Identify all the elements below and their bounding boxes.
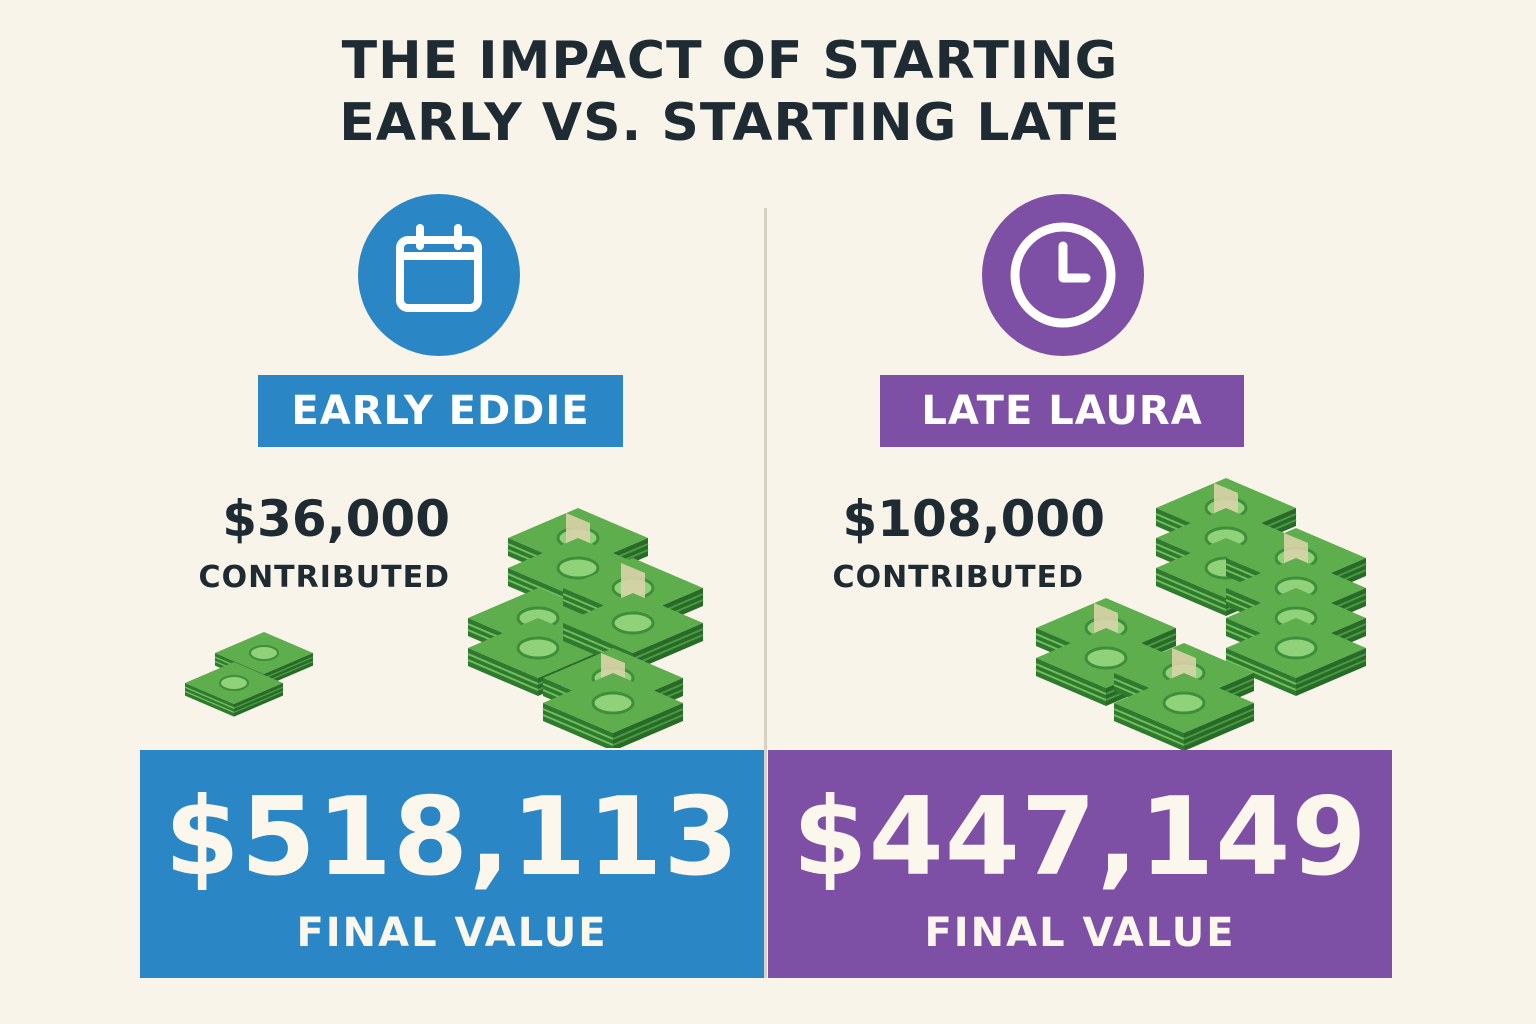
- title-line-1: THE IMPACT OF STARTING: [341, 31, 1119, 91]
- late-laura-label: LATE LAURA: [880, 375, 1244, 447]
- late-money-stacks-icon: [1036, 478, 1396, 768]
- early-contributed-amount: $36,000: [222, 490, 450, 548]
- page-title: THE IMPACT OF STARTING EARLY VS. STARTIN…: [0, 30, 1460, 154]
- early-final-value-panel: $518,113 FINAL VALUE: [140, 750, 764, 978]
- early-eddie-label: EARLY EDDIE: [258, 375, 623, 447]
- late-final-value-panel: $447,149 FINAL VALUE: [768, 750, 1392, 978]
- late-contributed-amount: $108,000: [842, 490, 1105, 548]
- late-final-label: FINAL VALUE: [924, 910, 1236, 956]
- late-contributed-label: CONTRIBUTED: [832, 560, 1084, 595]
- late-final-value: $447,149: [792, 775, 1368, 900]
- clock-icon: [982, 194, 1144, 356]
- center-divider: [764, 208, 767, 978]
- early-final-value: $518,113: [164, 775, 740, 900]
- title-line-2: EARLY VS. STARTING LATE: [339, 93, 1121, 153]
- early-money-stacks-icon: [468, 508, 708, 748]
- calendar-icon: [358, 194, 520, 356]
- early-final-label: FINAL VALUE: [296, 910, 608, 956]
- early-contributed-label: CONTRIBUTED: [198, 560, 450, 595]
- small-money-stack-icon: [185, 632, 345, 722]
